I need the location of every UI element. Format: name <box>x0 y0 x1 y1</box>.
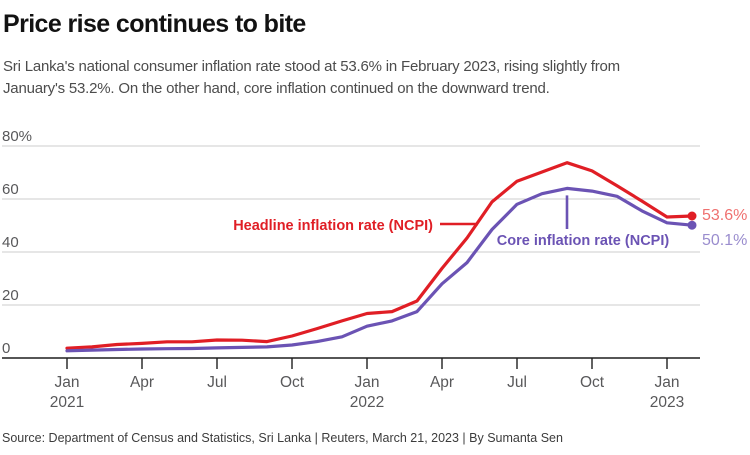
inflation-chart-svg: 80% 60 40 20 0 Jan 2021 Apr Jul Oct Jan 2022 Apr Jul O… <box>2 128 747 411</box>
subtitle-line-1: Sri Lanka's national consumer inflation … <box>3 58 620 75</box>
headline-end-value-label: 53.6% <box>702 207 747 224</box>
x-axis-month-label: Oct <box>580 374 605 391</box>
x-axis-month-label: Oct <box>280 374 305 391</box>
x-axis-month-label: Jan <box>655 374 680 391</box>
x-axis-month-label: Jan <box>355 374 380 391</box>
headline-inflation-line <box>65 161 694 350</box>
y-axis-label: 60 <box>2 181 19 198</box>
y-axis-label: 80% <box>2 128 32 145</box>
core-series-label: Core inflation rate (NCPI) <box>497 233 670 249</box>
x-axis-month-label: Jul <box>507 374 527 391</box>
x-axis-month-label: Jul <box>207 374 227 391</box>
x-axis-month-label: Apr <box>430 374 454 391</box>
y-axis-label: 40 <box>2 234 19 251</box>
headline-end-dot <box>687 211 697 221</box>
page-subtitle: Sri Lanka's national consumer inflation … <box>3 56 620 99</box>
source-line: Source: Department of Census and Statist… <box>2 431 563 445</box>
core-end-value-label: 50.1% <box>702 232 747 249</box>
x-axis-month-label: Jan <box>55 374 80 391</box>
x-axis-year-label: 2023 <box>650 394 684 411</box>
y-axis-label: 20 <box>2 287 19 304</box>
headline-series-label: Headline inflation rate (NCPI) <box>233 218 433 234</box>
x-axis-year-label: 2022 <box>350 394 384 411</box>
core-inflation-line <box>65 186 694 353</box>
x-axis-month-label: Apr <box>130 374 154 391</box>
subtitle-line-2: January's 53.2%. On the other hand, core… <box>3 79 550 97</box>
page-title: Price rise continues to bite <box>3 10 306 38</box>
y-axis-label: 0 <box>2 340 10 357</box>
x-axis-year-label: 2021 <box>50 394 84 411</box>
line-chart: 80% 60 40 20 0 Jan 2021 Apr Jul Oct Jan 2022 Apr Jul O… <box>0 120 750 420</box>
core-end-dot <box>687 220 697 230</box>
